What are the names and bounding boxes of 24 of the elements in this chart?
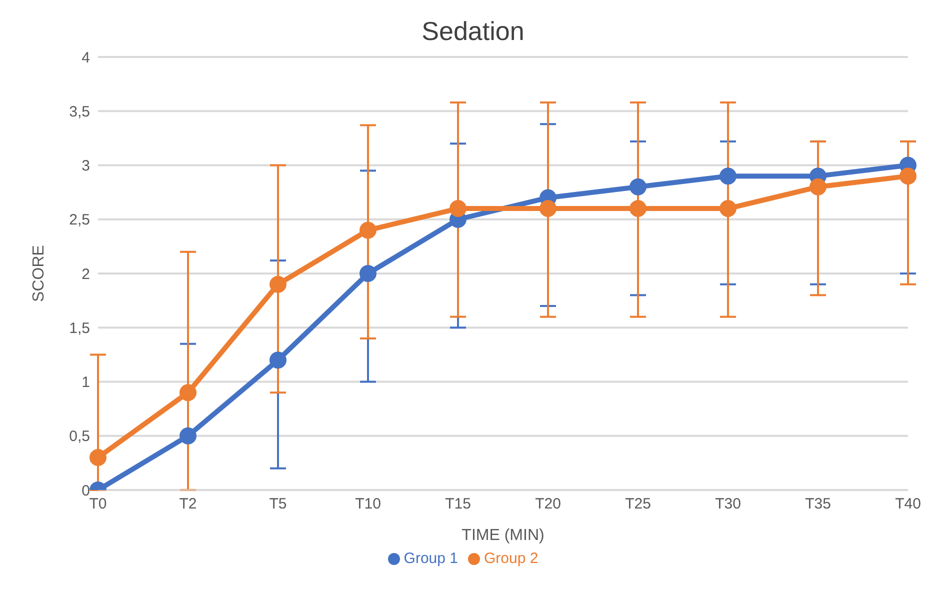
y-tick-label: 1,5: [69, 320, 90, 337]
x-tick-label: T5: [269, 496, 287, 513]
y-tick-label: 4: [82, 49, 90, 66]
chart-title: Sedation: [420, 15, 526, 47]
x-axis-title: TIME (MIN): [462, 527, 544, 544]
y-axis-title: SCORE: [30, 245, 48, 302]
x-tick-label: T20: [535, 496, 561, 513]
y-tick-label: 0: [82, 482, 90, 500]
x-tick-label: T25: [625, 496, 651, 513]
y-tick-label: 3: [82, 158, 90, 175]
y-tick-label: 3,5: [69, 103, 90, 120]
x-tick-label: T0: [89, 496, 107, 513]
x-tick-label: T35: [805, 496, 831, 513]
y-tick-label: 2,5: [69, 212, 90, 229]
x-tick-label: T40: [895, 496, 921, 513]
x-tick-label: T10: [355, 496, 381, 513]
y-tick-label: 0,5: [69, 428, 90, 446]
x-tick-label: T30: [715, 496, 741, 513]
legend-label: Group 2: [484, 550, 538, 567]
legend-label: Group 1: [404, 550, 458, 567]
x-tick-label: T15: [445, 496, 471, 513]
y-tick-label: 2: [82, 266, 90, 283]
x-tick-label: T2: [179, 496, 197, 513]
y-tick-label: 1: [82, 374, 90, 392]
